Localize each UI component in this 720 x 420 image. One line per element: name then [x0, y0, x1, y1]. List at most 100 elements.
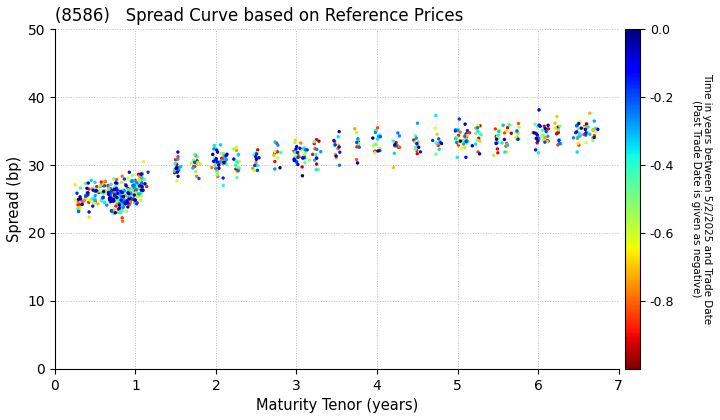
Point [129, 194, 140, 201]
Point [117, 173, 128, 180]
Point [191, 160, 202, 167]
Point [534, 123, 546, 130]
Point [374, 132, 386, 139]
Point [497, 122, 508, 129]
Point [220, 155, 231, 162]
Point [541, 129, 553, 136]
Point [298, 145, 310, 152]
Point [91, 188, 102, 194]
Point [113, 186, 125, 193]
Point [330, 151, 341, 158]
Point [311, 155, 323, 161]
Point [329, 138, 341, 145]
Point [552, 129, 564, 136]
Point [132, 178, 144, 184]
Point [101, 202, 112, 208]
Point [84, 197, 96, 203]
Point [453, 126, 464, 133]
Point [125, 194, 137, 201]
Point [271, 149, 283, 155]
Point [109, 191, 120, 197]
Point [289, 137, 301, 144]
Point [580, 129, 592, 136]
Point [209, 154, 220, 161]
Point [111, 198, 122, 205]
Point [289, 157, 301, 164]
Point [528, 130, 540, 136]
Point [212, 163, 223, 170]
Point [473, 135, 485, 142]
Point [453, 142, 464, 148]
Point [112, 186, 123, 193]
Point [512, 136, 523, 143]
Point [411, 140, 423, 147]
Point [212, 170, 223, 176]
Point [123, 190, 135, 197]
Point [233, 168, 244, 174]
Point [459, 144, 470, 151]
Point [76, 201, 88, 208]
Point [372, 136, 384, 142]
Point [351, 129, 362, 136]
Point [212, 171, 223, 178]
Point [130, 189, 142, 195]
Point [130, 186, 142, 193]
Point [192, 154, 203, 160]
Point [79, 197, 91, 203]
Point [209, 142, 220, 149]
Point [451, 135, 462, 142]
Point [136, 193, 148, 199]
Point [115, 200, 127, 207]
Point [103, 185, 114, 192]
Point [231, 164, 243, 171]
Point [387, 164, 399, 171]
Point [130, 184, 141, 191]
Point [112, 200, 123, 206]
Point [116, 189, 127, 196]
Point [412, 142, 423, 149]
Point [552, 124, 564, 131]
Point [459, 137, 470, 144]
Point [293, 149, 305, 156]
Point [107, 187, 118, 194]
Point [212, 149, 223, 155]
Point [410, 144, 421, 151]
Point [129, 187, 140, 194]
Point [108, 197, 120, 204]
Point [531, 131, 543, 138]
Point [104, 194, 115, 201]
Point [110, 189, 122, 195]
Point [289, 154, 301, 161]
Point [110, 179, 122, 186]
Point [122, 194, 134, 201]
Point [502, 124, 513, 131]
Point [304, 157, 315, 163]
Point [135, 189, 147, 196]
Point [330, 142, 341, 148]
Point [289, 149, 301, 156]
Point [501, 140, 513, 147]
Point [109, 210, 121, 216]
Point [451, 154, 463, 161]
Point [143, 169, 154, 176]
Point [106, 207, 117, 214]
Point [76, 198, 88, 205]
Point [89, 188, 101, 194]
Point [291, 158, 302, 165]
Point [219, 160, 230, 167]
Point [98, 188, 109, 195]
Point [510, 129, 522, 135]
Point [297, 173, 308, 179]
Point [217, 159, 229, 166]
Point [116, 179, 127, 186]
Point [113, 207, 125, 214]
Point [127, 177, 138, 184]
Point [389, 142, 400, 148]
Point [534, 107, 545, 113]
Point [136, 175, 148, 181]
Point [114, 202, 125, 208]
Point [134, 177, 145, 184]
Point [117, 218, 128, 225]
Point [309, 139, 320, 145]
Point [311, 146, 323, 153]
